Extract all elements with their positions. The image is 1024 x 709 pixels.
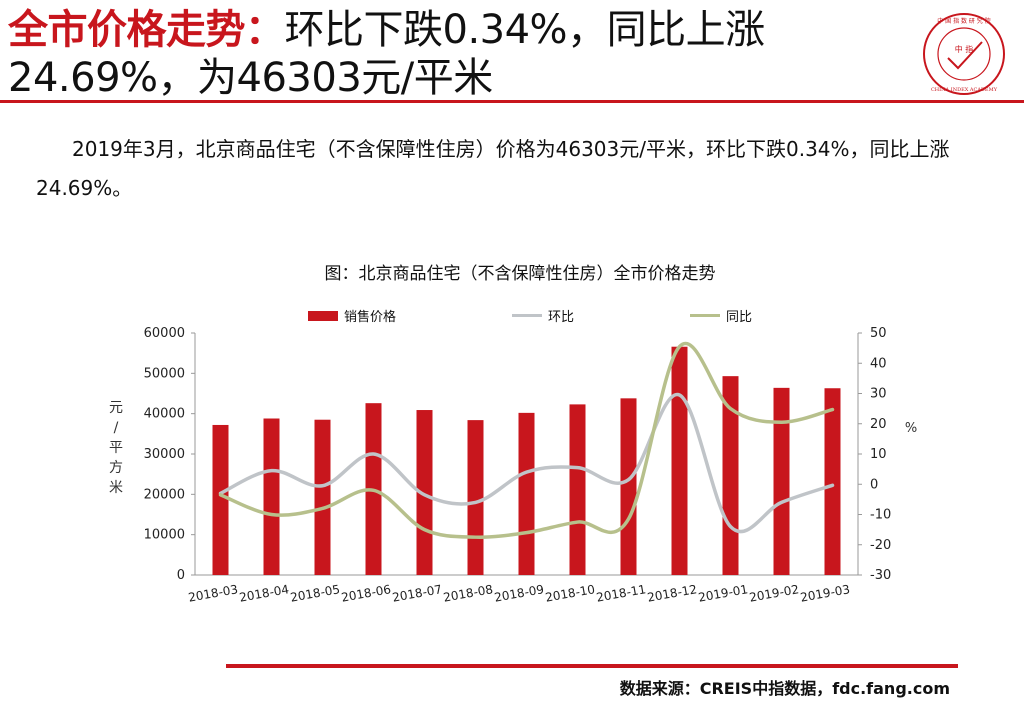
title-line2: 24.69%，为46303元/平米 xyxy=(8,55,493,101)
x-tick-label: 2018-07 xyxy=(391,582,443,604)
x-tick-label: 2019-02 xyxy=(748,582,800,604)
price-bar xyxy=(416,410,433,575)
left-tick-label: 0 xyxy=(177,568,185,583)
header-divider xyxy=(0,100,1024,103)
left-axis-label-char: 方 xyxy=(109,460,123,476)
legend-item-mom: 环比 xyxy=(512,306,574,325)
x-tick-label: 2018-10 xyxy=(544,582,596,604)
left-tick-label: 20000 xyxy=(144,487,185,502)
left-tick-label: 60000 xyxy=(144,326,185,341)
price-bar xyxy=(569,404,586,575)
logo-label: CHINA INDEX ACADEMY xyxy=(931,87,998,93)
x-tick-label: 2018-12 xyxy=(646,582,698,604)
mom-line xyxy=(218,393,835,534)
right-tick-label: -30 xyxy=(870,568,891,583)
right-tick-label: -10 xyxy=(870,508,891,523)
legend-label-yoy: 同比 xyxy=(726,310,753,325)
footer-divider xyxy=(226,664,958,668)
price-trend-chart: 图：北京商品住宅（不含保障性住房）全市价格走势 销售价格 环比 同比 0 1000… xyxy=(90,262,950,622)
x-tick-label: 2018-06 xyxy=(340,582,392,604)
right-tick-label: 50 xyxy=(870,326,887,341)
title-highlight: 全市价格走势： xyxy=(8,7,285,53)
x-tick-label: 2018-09 xyxy=(493,582,545,604)
price-bar xyxy=(212,424,229,575)
right-tick-label: 40 xyxy=(870,356,887,371)
price-bar xyxy=(722,376,739,575)
price-bar xyxy=(314,419,331,575)
legend-label-mom: 环比 xyxy=(548,310,575,325)
left-axis-label-char: 平 xyxy=(109,440,123,456)
price-bar xyxy=(467,420,484,575)
chart-legend: 销售价格 环比 同比 xyxy=(90,306,950,326)
right-tick-label: 10 xyxy=(870,447,887,462)
yoy-line xyxy=(218,341,835,539)
chart-plot: 0 10000 20000 30000 40000 50000 60000 -30 -20 -10… xyxy=(109,326,917,605)
logo-top-text: 中 国 指 数 研 究 院 xyxy=(937,17,990,25)
price-bar xyxy=(671,346,688,575)
logo-center-text: 中 指 xyxy=(955,44,974,54)
left-axis-label-char: 元 xyxy=(109,400,123,416)
legend-item-yoy: 同比 xyxy=(690,306,752,325)
legend-swatch-yoy xyxy=(690,314,720,317)
summary-paragraph: 2019年3月，北京商品住宅（不含保障性住房）价格为46303元/平米，环比下跌… xyxy=(36,137,950,200)
right-tick-label: 20 xyxy=(870,417,887,432)
legend-item-price: 销售价格 xyxy=(308,306,396,325)
left-tick-label: 50000 xyxy=(144,366,185,381)
x-tick-label: 2018-03 xyxy=(187,582,239,604)
x-tick-label: 2018-04 xyxy=(238,582,290,604)
left-tick-label: 40000 xyxy=(144,407,185,422)
price-bar xyxy=(263,418,280,575)
chart-title: 图：北京商品住宅（不含保障性住房）全市价格走势 xyxy=(324,264,716,284)
data-source: 数据来源：CREIS中指数据，fdc.fang.com xyxy=(619,679,950,698)
title-line1: 环比下跌0.34%，同比上涨 xyxy=(284,7,766,53)
price-bar xyxy=(773,387,790,575)
left-axis-label-char: / xyxy=(114,420,119,436)
legend-swatch-mom xyxy=(512,314,542,317)
price-bar xyxy=(620,398,637,575)
right-tick-label: 0 xyxy=(870,477,878,492)
right-tick-label: -20 xyxy=(870,538,891,553)
legend-swatch-price xyxy=(308,310,338,321)
legend-label-price: 销售价格 xyxy=(344,310,397,325)
price-bar xyxy=(518,412,535,575)
x-tick-label: 2018-08 xyxy=(442,582,494,604)
page-title: 全市价格走势：环比下跌0.34%，同比上涨 24.69%，为46303元/平米 xyxy=(8,6,888,102)
x-tick-label: 2018-11 xyxy=(595,582,647,604)
right-tick-label: 30 xyxy=(870,387,887,402)
x-tick-label: 2019-03 xyxy=(799,582,851,604)
x-tick-label: 2019-01 xyxy=(697,582,749,604)
left-axis-label-char: 米 xyxy=(109,480,123,496)
china-index-academy-logo: 中 指 中 国 指 数 研 究 院 CHINA INDEX ACADEMY xyxy=(923,13,1005,95)
left-tick-label: 30000 xyxy=(144,447,185,462)
x-tick-label: 2018-05 xyxy=(289,582,341,604)
right-axis-label: % xyxy=(905,421,917,436)
left-tick-label: 10000 xyxy=(144,528,185,543)
price-bar xyxy=(824,388,841,575)
